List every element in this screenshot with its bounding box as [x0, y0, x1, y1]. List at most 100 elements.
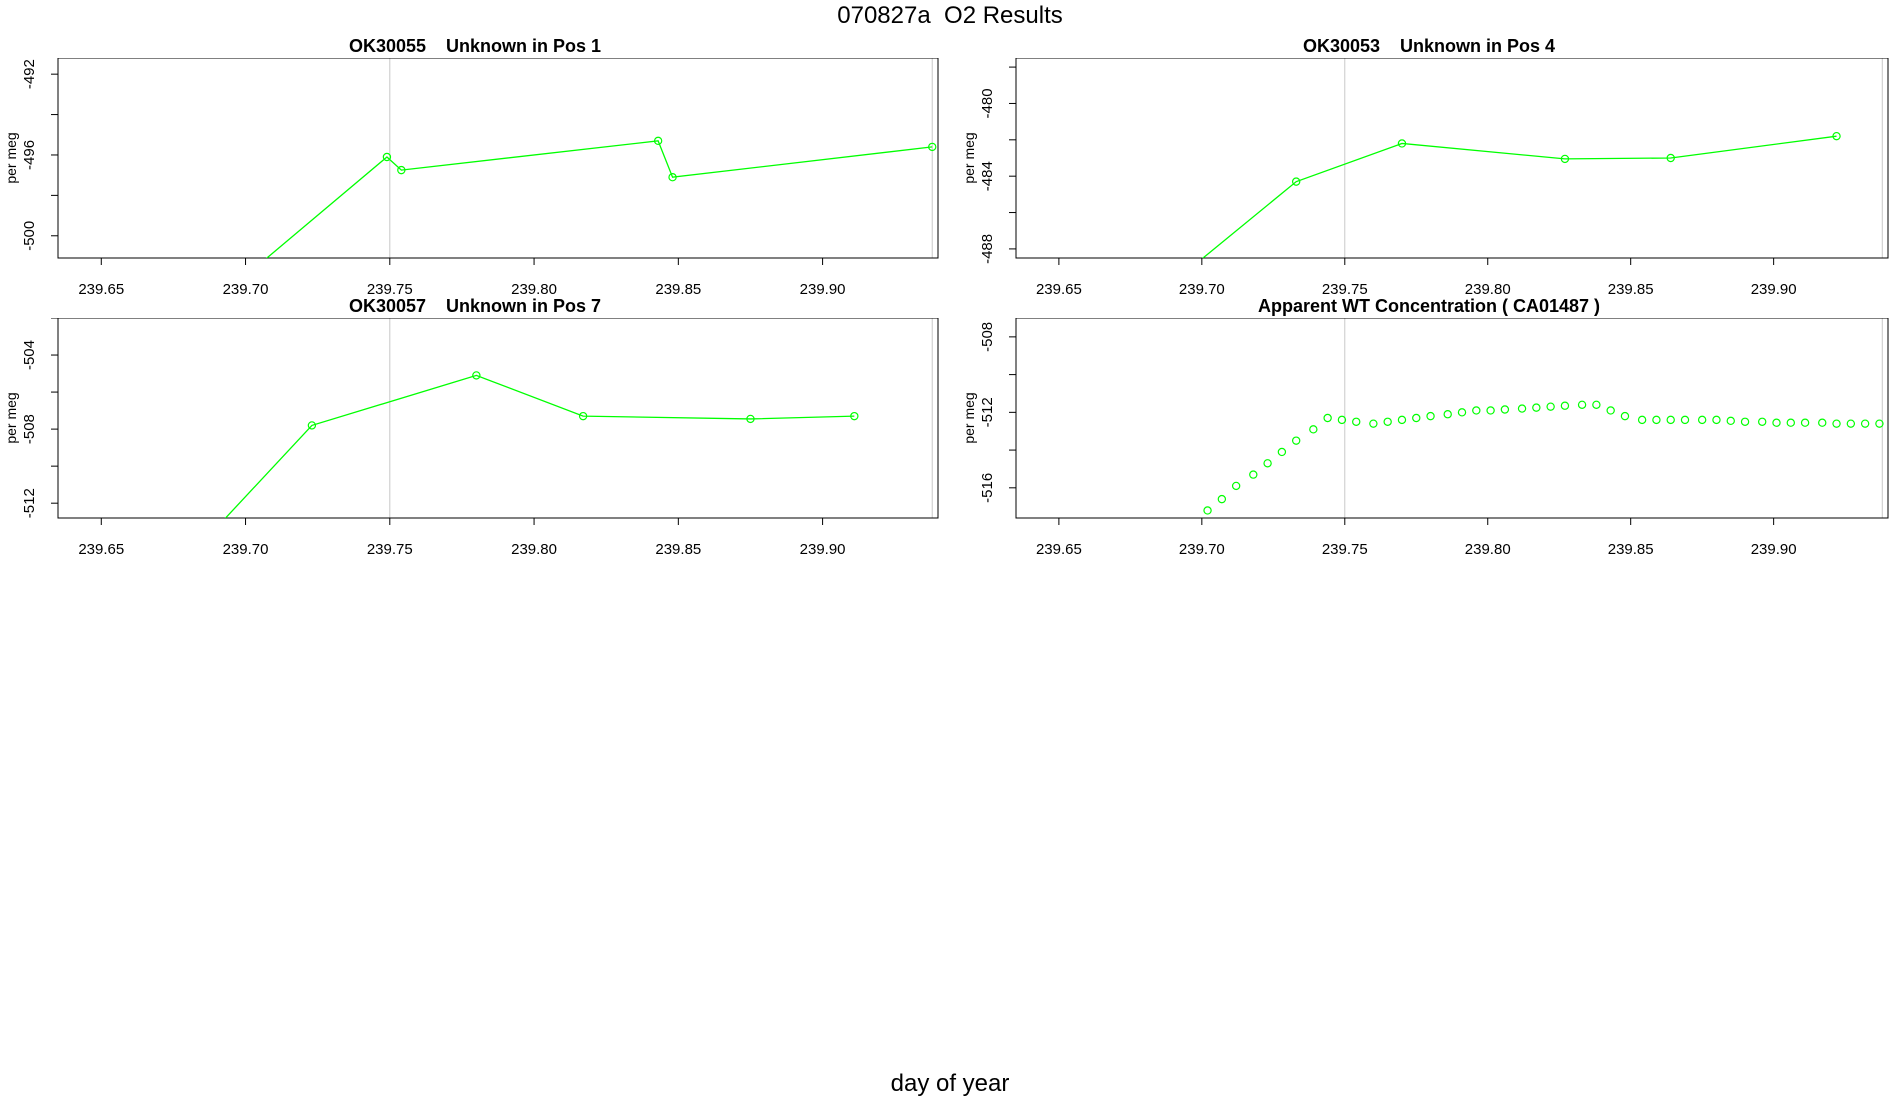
x-tick-label-5: 239.85 [655, 281, 701, 298]
x-tick-label-1: 239.65 [1036, 541, 1082, 558]
data-point-5 [746, 414, 755, 424]
data-point-28 [1606, 406, 1615, 415]
data-point-4 [1249, 470, 1258, 479]
plot-frame [1015, 57, 1889, 259]
data-point-4 [653, 136, 663, 146]
data-point-36 [1726, 416, 1735, 426]
data-point-26 [1577, 400, 1587, 409]
data-point-5 [1666, 153, 1675, 163]
series-group [1202, 131, 1841, 258]
data-point-35 [1712, 415, 1721, 425]
chart-title-4: Apparent WT Concentration ( CA01487 ) [1257, 296, 1601, 316]
data-point-23 [1532, 403, 1541, 412]
y-axis-label: per meg [961, 392, 977, 443]
x-tick-label-3: 239.75 [367, 541, 413, 558]
x-tick-label-6: 239.90 [1751, 281, 1797, 298]
data-point-5 [668, 172, 677, 182]
data-point-45 [1860, 419, 1870, 428]
x-tick-label-2: 239.70 [1179, 541, 1225, 558]
data-point-2 [1291, 177, 1301, 186]
x-tick-label-1: 239.65 [78, 281, 124, 298]
data-point-43 [1832, 419, 1841, 428]
data-point-24 [1546, 402, 1555, 411]
data-point-25 [1560, 401, 1570, 410]
x-tick-label-2: 239.70 [223, 281, 269, 298]
x-tick-label-6: 239.90 [1751, 541, 1797, 558]
y-tick-label-3: -500 [21, 221, 38, 251]
data-point-33 [1680, 415, 1690, 425]
data-point-13 [1383, 417, 1392, 426]
chart-title-2: OK30053 Unknown in Pos 4 [1302, 36, 1556, 56]
data-point-27 [1592, 400, 1601, 409]
data-point-22 [1517, 404, 1527, 413]
chart-3-svg: 239.65 239.70 239.75 239.80 239.85 239.90 -504… [3, 317, 939, 558]
x-tick-label-4: 239.80 [1465, 281, 1511, 298]
data-point-3 [472, 371, 481, 380]
chart-panel-2: OK30053 Unknown in Pos 4 239.65 239.70 239… [958, 36, 1900, 303]
y-tick-label-3: -488 [979, 234, 996, 264]
x-tick-label-5: 239.85 [655, 541, 701, 558]
data-point-2 [1217, 494, 1227, 504]
data-point-30 [1637, 415, 1647, 425]
data-point-46 [1875, 419, 1884, 428]
data-point-10 [1337, 415, 1347, 425]
data-point-6 [1832, 131, 1841, 141]
y-tick-label-2: -496 [21, 140, 38, 170]
x-tick-label-6: 239.90 [800, 281, 846, 298]
y-tick-label-3: -512 [21, 488, 38, 518]
series-line [224, 374, 855, 518]
x-tick-label-4: 239.80 [511, 541, 557, 558]
data-point-12 [1369, 419, 1378, 428]
data-point-41 [1800, 418, 1810, 427]
data-point-37 [1740, 417, 1750, 426]
chart-panel-1: OK30055 Unknown in Pos 1 239.65 239.70 239… [0, 36, 950, 303]
data-point-4 [578, 411, 588, 421]
data-point-42 [1818, 418, 1827, 427]
data-point-19 [1472, 406, 1481, 415]
y-tick-label-1: -492 [21, 59, 38, 89]
data-point-15 [1412, 413, 1421, 423]
x-tick-label-2: 239.70 [223, 541, 269, 558]
plot-frame [1015, 317, 1889, 519]
x-tick-label-3: 239.75 [367, 281, 413, 298]
x-tick-label-1: 239.65 [78, 541, 124, 558]
series-line [265, 140, 933, 258]
data-point-14 [1397, 415, 1407, 425]
data-point-11 [1352, 417, 1361, 426]
plot-frame [57, 317, 939, 519]
x-tick-label-5: 239.85 [1608, 541, 1654, 558]
data-point-21 [1500, 405, 1510, 414]
chart-panel-3: OK30057 Unknown in Pos 7 239.65 239.70 239… [0, 296, 950, 563]
x-tick-label-4: 239.80 [511, 281, 557, 298]
data-point-7 [1291, 436, 1301, 445]
data-point-5 [1263, 459, 1272, 468]
y-axis-label: per meg [961, 132, 977, 183]
data-point-18 [1457, 408, 1467, 417]
chart-2-svg: 239.65 239.70 239.75 239.80 239.85 239.90 -480… [961, 57, 1889, 298]
chart-1-svg: 239.65 239.70 239.75 239.80 239.85 239.90 -492… [3, 57, 939, 298]
series-group [265, 136, 937, 258]
plot-frame [57, 57, 939, 259]
chart-title-3: OK30057 Unknown in Pos 7 [348, 296, 602, 316]
y-tick-label-2: -508 [21, 414, 38, 444]
data-point-32 [1666, 415, 1675, 425]
data-point-3 [1231, 481, 1241, 491]
chart-panel-4: Apparent WT Concentration ( CA01487 ) 23… [958, 296, 1900, 563]
series-group [1203, 400, 1884, 515]
data-point-34 [1697, 415, 1707, 425]
data-point-9 [1323, 413, 1332, 423]
data-point-6 [928, 142, 937, 152]
data-point-2 [307, 421, 317, 430]
data-point-1 [1203, 506, 1212, 515]
data-point-16 [1426, 411, 1435, 421]
y-tick-label-3: -516 [979, 473, 996, 503]
y-tick-label-1: -480 [979, 88, 996, 118]
x-tick-label-3: 239.75 [1322, 281, 1368, 298]
x-tick-label-2: 239.70 [1179, 281, 1225, 298]
data-point-29 [1620, 411, 1630, 421]
y-axis-label: per meg [3, 132, 19, 183]
chart-4-svg: 239.65 239.70 239.75 239.80 239.85 239.90 -508… [961, 317, 1889, 558]
data-point-8 [1309, 425, 1318, 434]
data-point-20 [1486, 406, 1495, 415]
series-line [1202, 135, 1837, 258]
